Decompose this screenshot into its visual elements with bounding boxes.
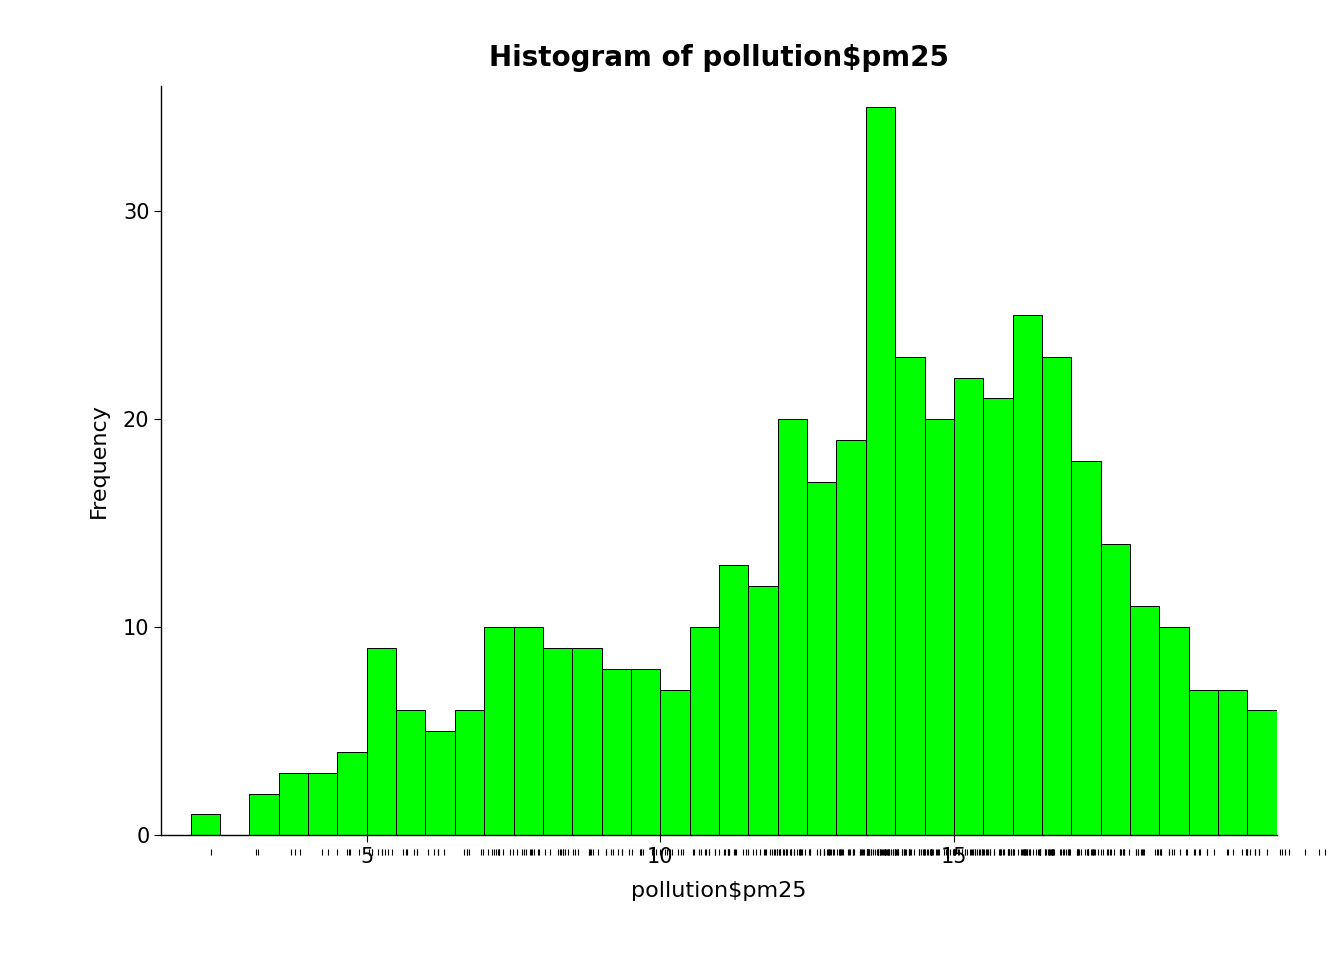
Bar bbox=[1188, 689, 1218, 835]
Bar bbox=[1012, 315, 1042, 835]
Bar bbox=[1101, 544, 1130, 835]
Bar bbox=[426, 732, 454, 835]
Bar bbox=[749, 586, 778, 835]
Bar bbox=[191, 814, 220, 835]
Bar bbox=[866, 108, 895, 835]
Bar bbox=[396, 710, 426, 835]
Title: Histogram of pollution$pm25: Histogram of pollution$pm25 bbox=[489, 43, 949, 72]
Bar bbox=[954, 377, 984, 835]
Bar bbox=[719, 564, 749, 835]
Bar bbox=[602, 669, 630, 835]
Y-axis label: Frequency: Frequency bbox=[89, 403, 109, 518]
Bar bbox=[925, 420, 954, 835]
Bar bbox=[484, 627, 513, 835]
Bar bbox=[367, 648, 396, 835]
X-axis label: pollution$pm25: pollution$pm25 bbox=[632, 881, 806, 900]
Bar bbox=[689, 627, 719, 835]
Bar bbox=[1071, 461, 1101, 835]
Bar bbox=[660, 689, 689, 835]
Bar bbox=[895, 357, 925, 835]
Bar bbox=[1160, 627, 1188, 835]
Bar bbox=[278, 773, 308, 835]
Bar bbox=[250, 794, 278, 835]
Bar bbox=[308, 773, 337, 835]
Bar bbox=[1306, 794, 1336, 835]
Bar bbox=[808, 482, 836, 835]
Bar bbox=[1130, 607, 1160, 835]
Bar bbox=[1218, 689, 1247, 835]
Bar bbox=[543, 648, 573, 835]
Bar bbox=[337, 752, 367, 835]
Bar bbox=[573, 648, 602, 835]
Bar bbox=[1042, 357, 1071, 835]
Bar bbox=[836, 440, 866, 835]
Bar bbox=[1277, 732, 1306, 835]
Bar bbox=[1247, 710, 1277, 835]
Bar bbox=[513, 627, 543, 835]
Bar bbox=[1336, 814, 1344, 835]
Bar bbox=[778, 420, 808, 835]
Bar bbox=[984, 398, 1012, 835]
Bar bbox=[630, 669, 660, 835]
Bar bbox=[454, 710, 484, 835]
